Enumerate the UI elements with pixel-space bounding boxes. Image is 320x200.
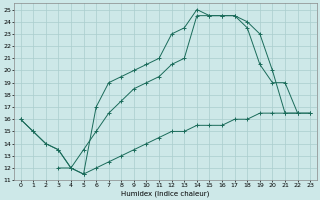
X-axis label: Humidex (Indice chaleur): Humidex (Indice chaleur) [121,190,210,197]
